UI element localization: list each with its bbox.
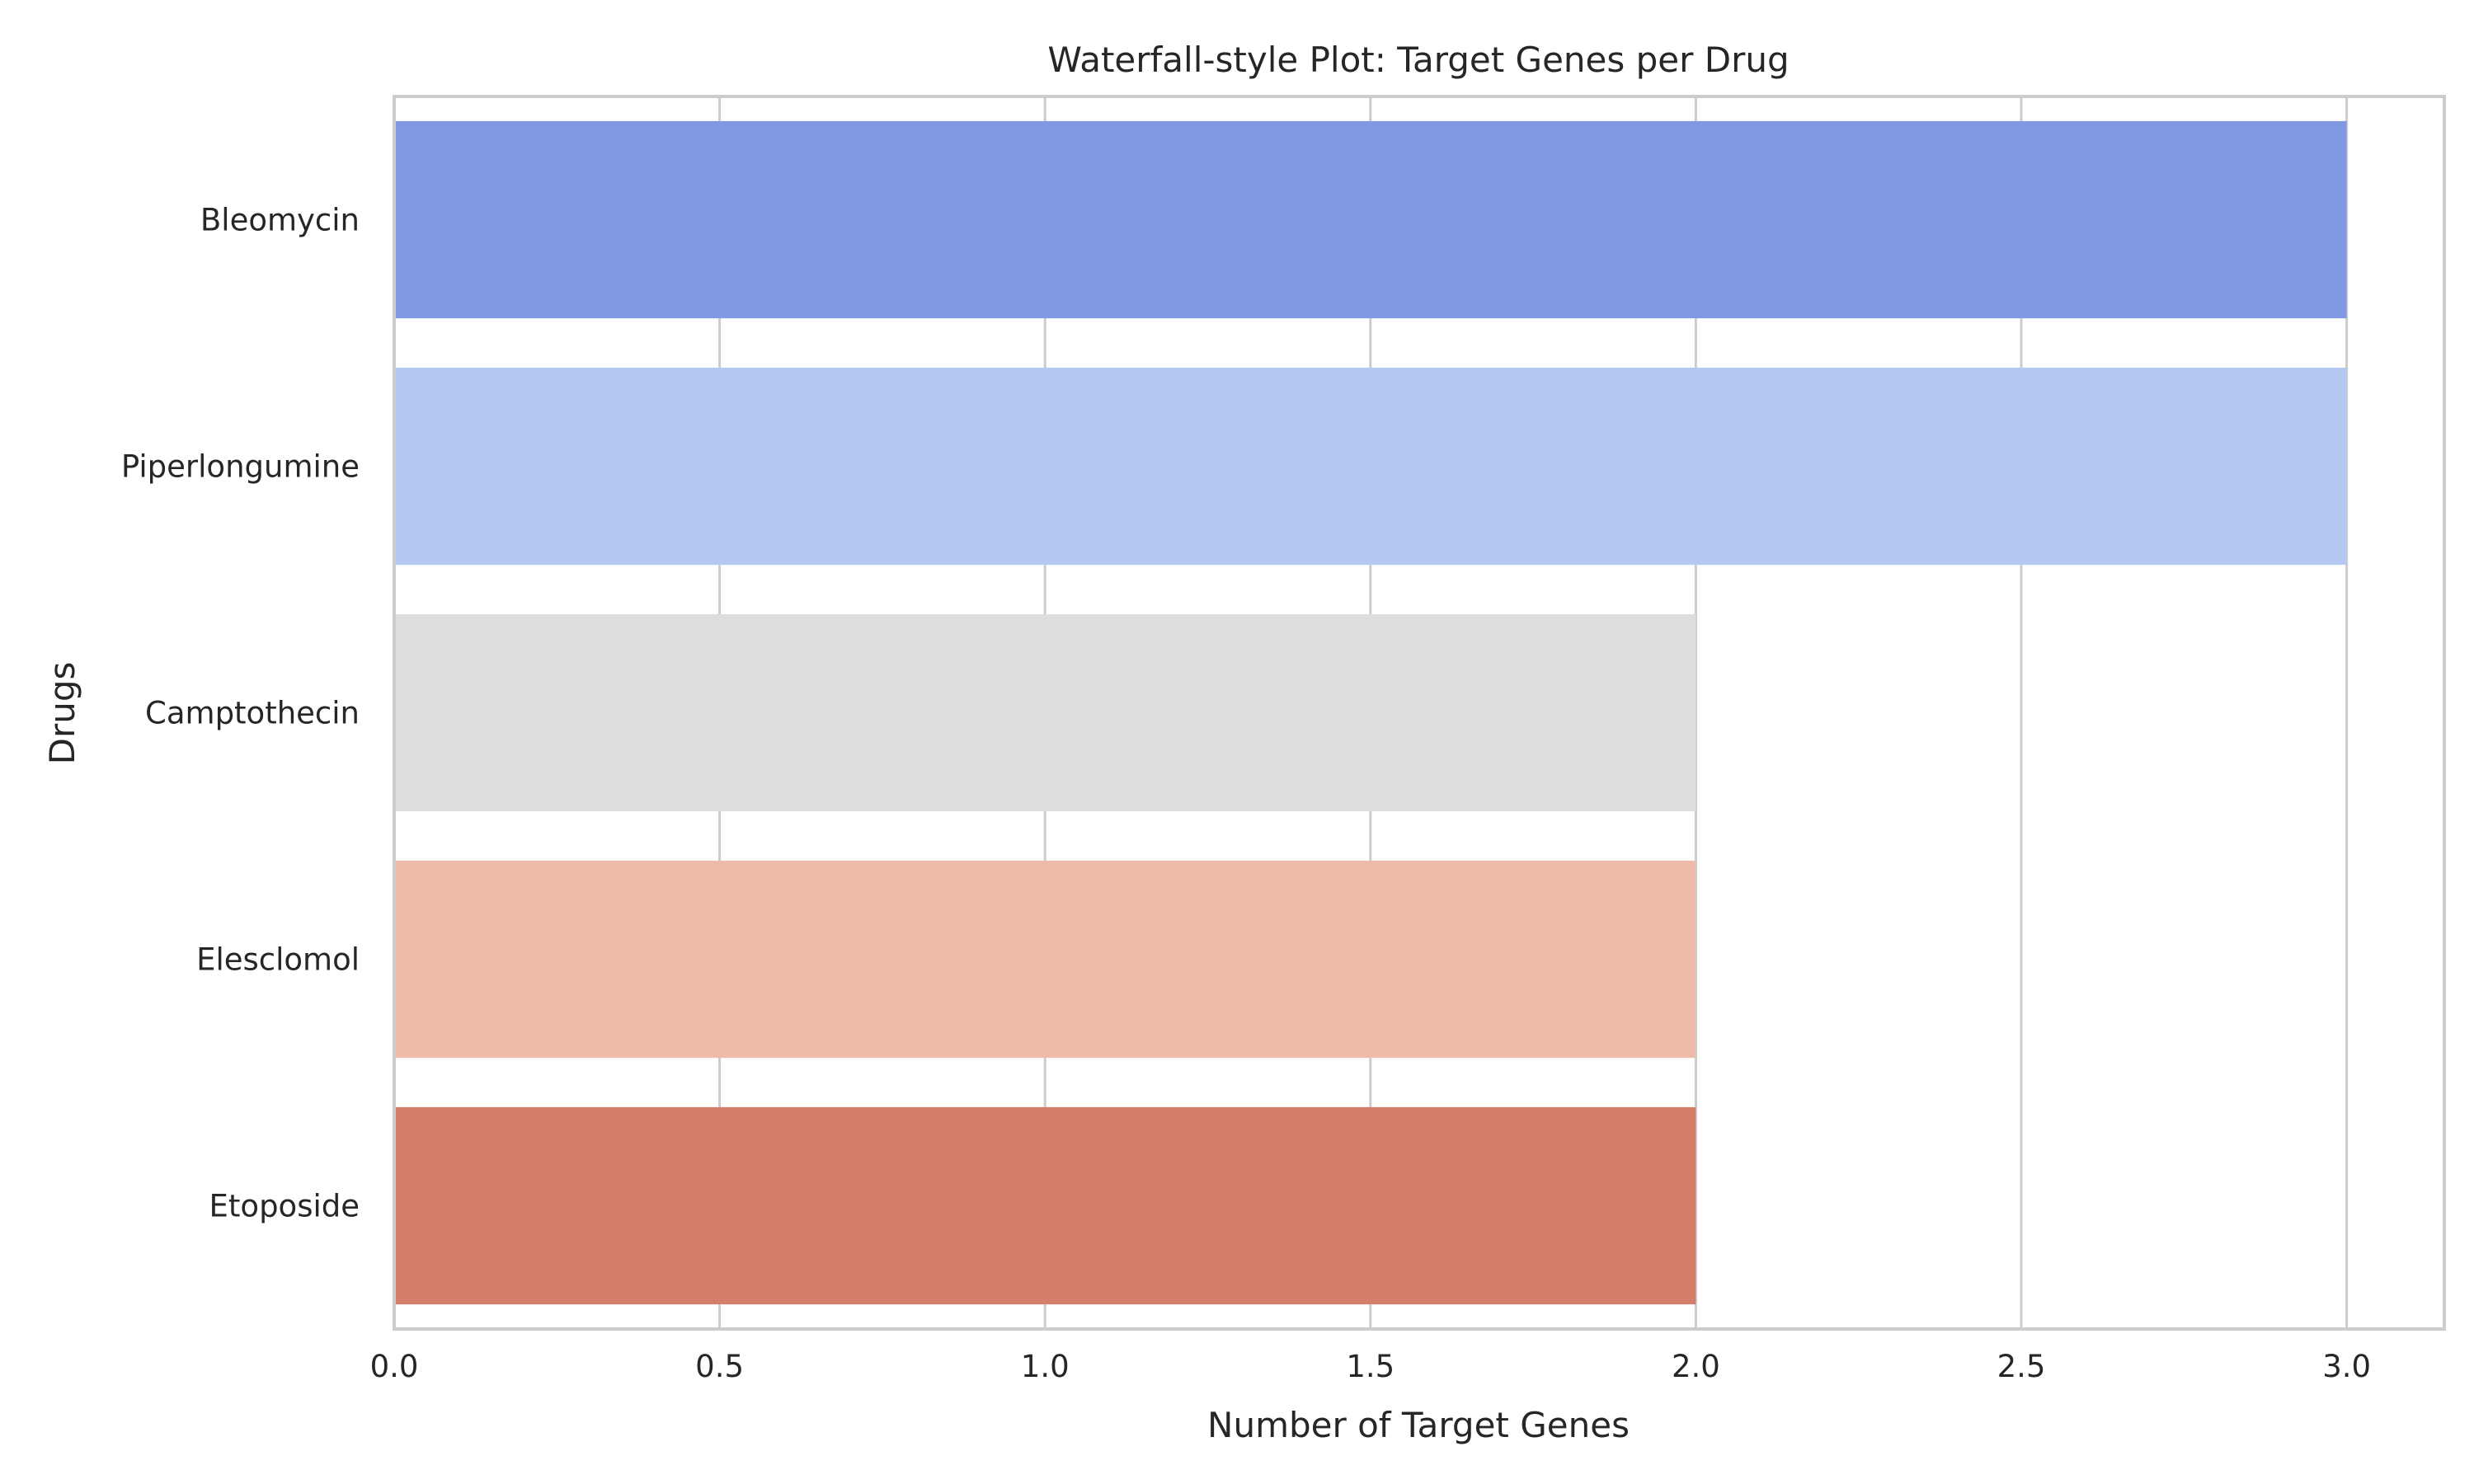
y-tick-label-elesclomol: Elesclomol xyxy=(196,942,360,978)
y-tick-label-piperlongumine: Piperlongumine xyxy=(121,449,360,485)
x-tick-label: 1.0 xyxy=(1021,1349,1070,1384)
x-tick-label: 1.5 xyxy=(1346,1349,1395,1384)
x-tick-label: 0.0 xyxy=(370,1349,419,1384)
bars xyxy=(394,120,2347,1305)
y-tick-label-etoposide: Etoposide xyxy=(209,1189,360,1224)
x-tick-label: 3.0 xyxy=(2322,1349,2371,1384)
x-tick-label: 0.5 xyxy=(695,1349,744,1384)
bar-bleomycin xyxy=(394,120,2347,319)
y-tick-label-camptothecin: Camptothecin xyxy=(145,696,360,731)
y-axis-label: Drugs xyxy=(42,662,82,765)
y-tick-label-bleomycin: Bleomycin xyxy=(200,203,360,238)
x-tick-label: 2.5 xyxy=(1997,1349,2046,1384)
bar-elesclomol xyxy=(394,860,1696,1059)
chart-title: Waterfall-style Plot: Target Genes per D… xyxy=(1047,40,1789,80)
x-tick-label: 2.0 xyxy=(1672,1349,1720,1384)
bar-piperlongumine xyxy=(394,367,2347,566)
x-tick-labels: 0.0 0.5 1.0 1.5 2.0 2.5 3.0 xyxy=(370,1349,2371,1384)
bar-camptothecin xyxy=(394,613,1696,812)
bar-etoposide xyxy=(394,1106,1696,1305)
x-axis-label: Number of Target Genes xyxy=(1207,1405,1630,1445)
plot-frame xyxy=(393,95,2446,1331)
y-tick-labels: Bleomycin Piperlongumine Camptothecin Elesc… xyxy=(121,203,360,1224)
